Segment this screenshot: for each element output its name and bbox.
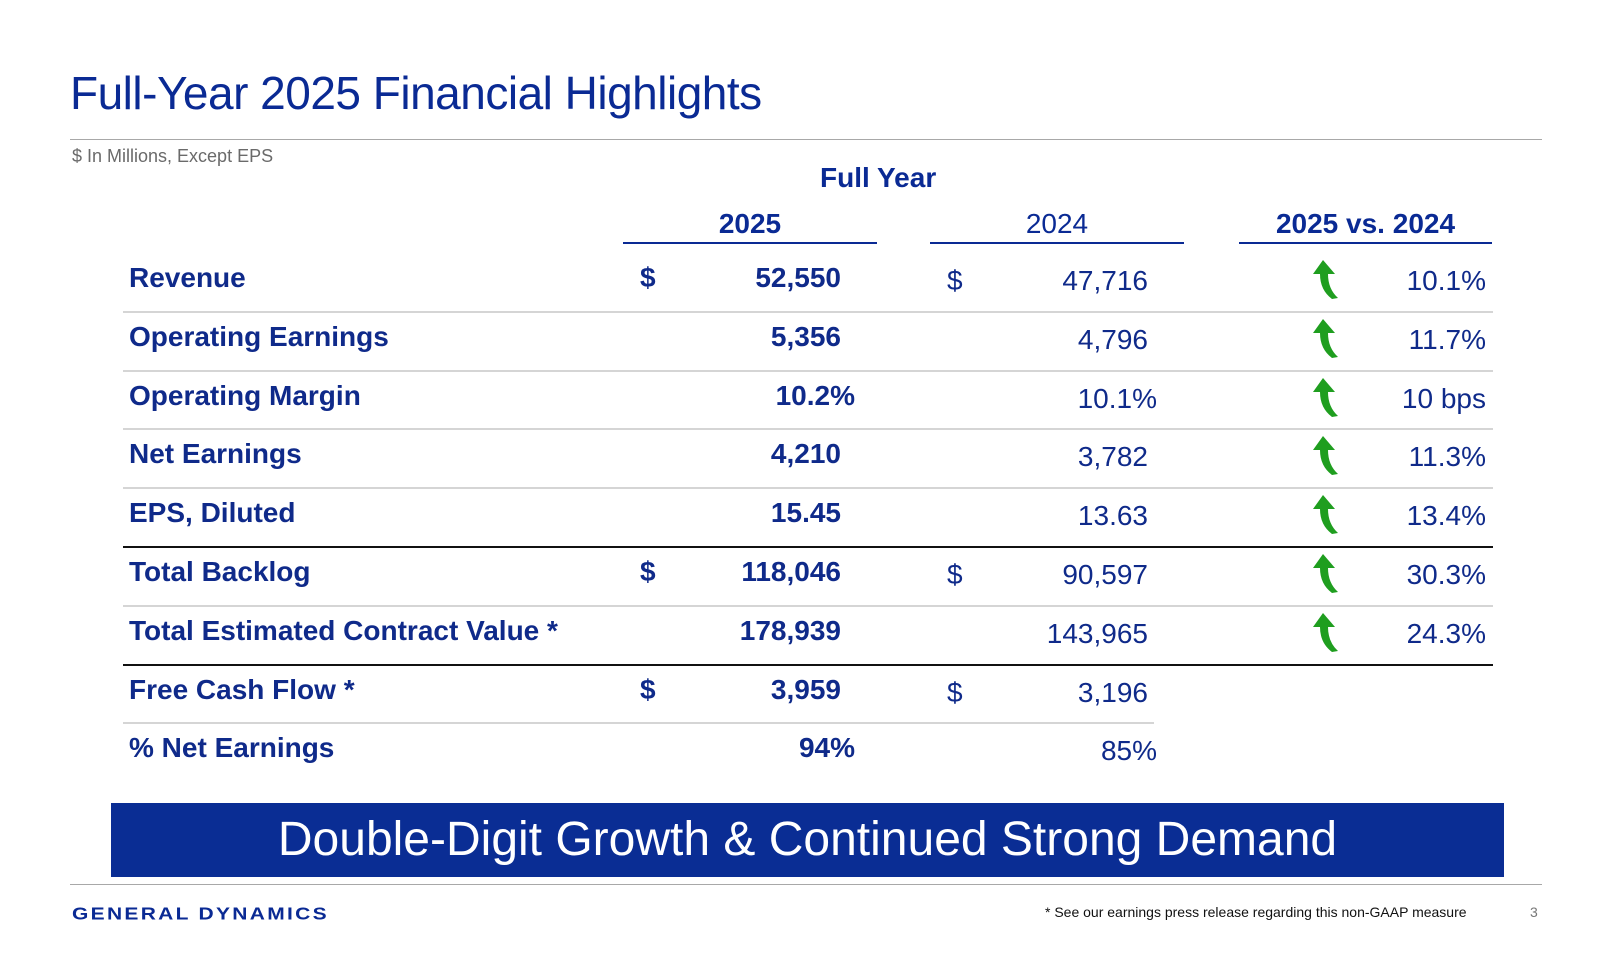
units-note: $ In Millions, Except EPS [72, 146, 274, 166]
value-2024: 3,782 [1077, 441, 1148, 473]
value-2025: 4,210 [770, 438, 841, 470]
row-label: Revenue [129, 262, 246, 293]
value-2025: 52,550 [755, 262, 841, 293]
change-value: 30.3% [1406, 558, 1486, 590]
green-up-arrow-icon [1313, 318, 1338, 358]
table-row: Total Estimated Contract Value * 178,939 1… [123, 607, 1493, 666]
column-underline [930, 242, 1184, 244]
column-header-change-label: 2025 vs. 2024 [1275, 208, 1456, 239]
change-value: 10.1% [1406, 265, 1486, 296]
green-up-arrow-icon [1313, 612, 1338, 652]
value-2024: 47,716 [1062, 265, 1148, 296]
value-2024: 13.63 [1077, 500, 1148, 532]
row-divider [123, 428, 1493, 431]
value-2024: 3,196 [1077, 676, 1148, 708]
table-row: Operating Earnings 5,356 4,796 11.7% [123, 313, 1493, 372]
page-number: 3 [1530, 904, 1538, 920]
table-row: Total Backlog $118,046 $90,597 30.3% [123, 548, 1493, 607]
value-2025: 15.45 [770, 497, 841, 529]
section-divider [123, 545, 1493, 548]
column-header-2025-label: 2025 [718, 208, 782, 239]
value-2024: 85% [1100, 735, 1157, 767]
value-2024: 4,796 [1077, 323, 1148, 355]
column-underline [1239, 242, 1492, 244]
value-2025: 178,939 [739, 614, 841, 646]
footer-divider [70, 884, 1542, 885]
title-divider [70, 139, 1542, 140]
row-label: Net Earnings [129, 438, 302, 470]
row-label: Total Estimated Contract Value * [129, 614, 558, 646]
currency-symbol-2024: $ [947, 265, 963, 296]
row-label: EPS, Diluted [129, 497, 296, 529]
change-value: 10 bps [1401, 382, 1486, 414]
currency-symbol-2025: $ [640, 262, 656, 293]
currency-symbol-2024: $ [947, 676, 963, 708]
financial-highlights-table: Revenue $52,550 $47,716 10.1% Operating Earn… [123, 254, 1493, 783]
table-row: Net Earnings 4,210 3,782 11.3% [123, 430, 1493, 490]
table-row: % Net Earnings 94% 85% [123, 724, 1493, 783]
row-divider [123, 310, 1493, 313]
currency-symbol-2024: $ [947, 558, 963, 590]
change-value: 11.3% [1408, 441, 1486, 473]
value-2025: 10.2% [775, 379, 855, 411]
row-label: Operating Margin [129, 379, 361, 411]
value-2024: 90,597 [1062, 558, 1148, 590]
column-header-2024: 2024 [930, 208, 1184, 244]
green-up-arrow-icon [1313, 377, 1338, 417]
currency-symbol-2025: $ [640, 555, 656, 587]
column-header-2024-label: 2024 [1025, 208, 1089, 239]
green-up-arrow-icon [1313, 553, 1338, 593]
table-row: EPS, Diluted 15.45 13.63 13.4% [123, 489, 1493, 548]
value-2025: 5,356 [770, 320, 841, 352]
currency-symbol-2025: $ [640, 673, 656, 705]
value-2024: 143,965 [1046, 617, 1148, 649]
row-divider [123, 604, 1493, 607]
green-up-arrow-icon [1313, 436, 1338, 476]
column-header-change: 2025 vs. 2024 [1239, 208, 1492, 244]
page-title: Full-Year 2025 Financial Highlights [70, 67, 762, 119]
column-underline [623, 242, 877, 244]
highlight-banner: Double-Digit Growth & Continued Strong D… [111, 803, 1504, 877]
row-divider [123, 369, 1493, 372]
footnote: * See our earnings press release regardi… [1045, 904, 1467, 920]
section-divider [123, 663, 1493, 666]
table-row: Operating Margin 10.2% 10.1% 10 bps [123, 372, 1493, 431]
change-value: 24.3% [1406, 617, 1486, 649]
green-up-arrow-icon [1313, 260, 1338, 299]
row-label: Total Backlog [129, 555, 311, 587]
change-value: 11.7% [1408, 323, 1486, 355]
value-2025: 94% [798, 732, 855, 764]
table-row: Free Cash Flow * $3,959 $3,196 [123, 666, 1493, 725]
value-2025: 3,959 [770, 673, 841, 705]
table-row: Revenue $52,550 $47,716 10.1% [123, 254, 1493, 313]
full-year-header: Full Year [820, 162, 937, 193]
row-divider [123, 487, 1493, 490]
row-label: Operating Earnings [129, 320, 389, 352]
row-label: % Net Earnings [129, 732, 335, 764]
value-2025: 118,046 [741, 555, 841, 587]
column-header-2025: 2025 [623, 208, 877, 244]
row-divider [123, 722, 1154, 725]
row-label: Free Cash Flow * [129, 673, 355, 705]
green-up-arrow-icon [1313, 495, 1338, 535]
change-value: 13.4% [1406, 500, 1486, 532]
company-logo: GENERAL DYNAMICS [72, 904, 329, 924]
value-2024: 10.1% [1077, 382, 1157, 414]
